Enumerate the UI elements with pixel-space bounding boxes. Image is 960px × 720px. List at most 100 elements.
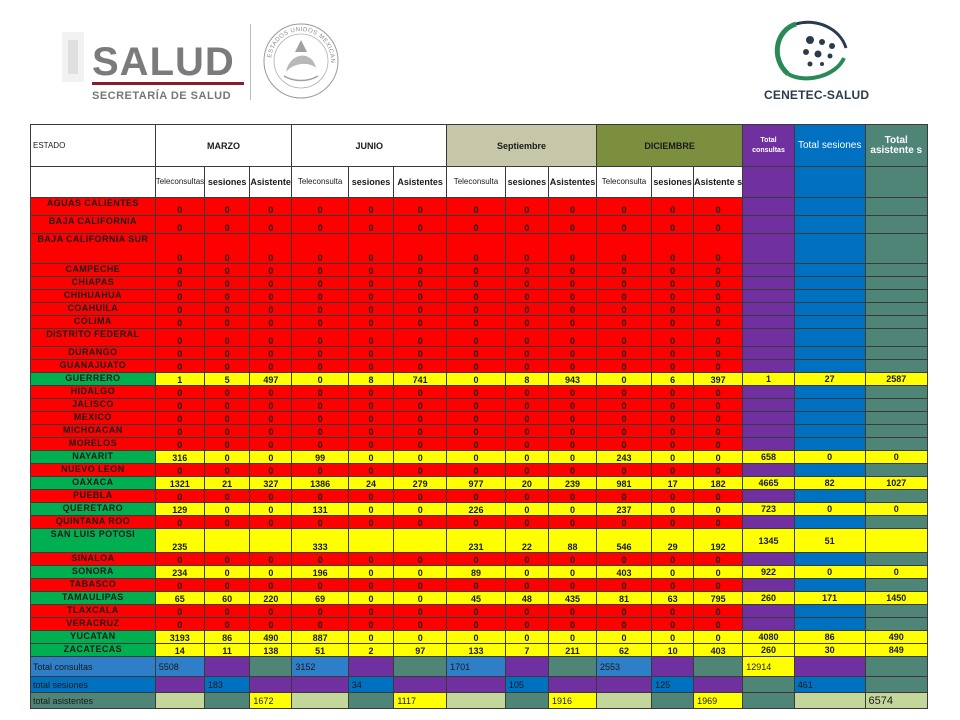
cell-value: 0 xyxy=(249,233,293,264)
cell-value: 0 xyxy=(651,315,695,329)
cell-value: 0 xyxy=(393,359,448,373)
cell-value: 0 xyxy=(693,276,744,290)
cell-value: 0 xyxy=(249,489,293,503)
cell-value: 0 xyxy=(291,359,349,373)
state-name: GUANAJUATO xyxy=(30,359,156,373)
cell-value: 11 xyxy=(203,643,251,657)
cell-value: 0 xyxy=(347,437,395,451)
cell-value: 0 xyxy=(504,289,549,303)
cell-value: 0 xyxy=(504,315,549,329)
state-name: DISTRITO FEDERAL xyxy=(30,328,156,347)
cenetec-globe-icon xyxy=(774,20,848,81)
total-consultas-cell xyxy=(742,489,795,503)
totals-blank xyxy=(393,656,448,677)
total-asistentes-cell xyxy=(864,552,929,566)
cell-value: 0 xyxy=(693,489,744,503)
totals-value: 5508 xyxy=(154,656,205,677)
totals-blank xyxy=(446,692,506,709)
table-row: QUERETARO 129 0 0 131 0 0 226 0 0 237 0 0 723 0 0 xyxy=(30,502,929,516)
cell-value: 0 xyxy=(203,578,251,592)
totals-value: 34 xyxy=(347,676,395,693)
cell-value: 0 xyxy=(547,215,597,234)
cell-value: 1386 xyxy=(291,476,349,490)
cell-value: 0 xyxy=(651,617,695,631)
total-sesiones-cell: 171 xyxy=(793,591,866,605)
total-sesiones-cell xyxy=(793,604,866,618)
cell-value: 0 xyxy=(446,385,506,399)
table-row: MICHOACAN 0 0 0 0 0 0 0 0 0 0 0 0 xyxy=(30,424,929,438)
totals-value: 3152 xyxy=(291,656,349,677)
cell-value: 0 xyxy=(651,276,695,290)
table-row: NUEVO LEON 0 0 0 0 0 0 0 0 0 0 0 0 xyxy=(30,463,929,477)
state-name: MICHOACAN xyxy=(30,424,156,438)
total-asistentes-cell xyxy=(864,215,929,234)
cell-value: 21 xyxy=(203,476,251,490)
cell-value: 24 xyxy=(347,476,395,490)
cell-value: 0 xyxy=(547,617,597,631)
total-asistentes-cell xyxy=(864,233,929,264)
cell-value: 0 xyxy=(393,398,448,412)
cell-value: 0 xyxy=(347,502,395,516)
state-name: TLAXCALA xyxy=(30,604,156,618)
cell-value: 226 xyxy=(446,502,506,516)
total-consultas-cell xyxy=(742,215,795,234)
cell-value: 0 xyxy=(547,233,597,264)
sub-header: sesiones xyxy=(203,166,251,198)
total-sesiones-cell: 82 xyxy=(793,476,866,490)
cell-value: 133 xyxy=(446,643,506,657)
table-row: COLIMA 0 0 0 0 0 0 0 0 0 0 0 0 xyxy=(30,315,929,329)
cell-value: 0 xyxy=(154,233,205,264)
total-asistentes-cell xyxy=(864,197,929,216)
cell-value: 0 xyxy=(547,424,597,438)
cell-value: 0 xyxy=(347,489,395,503)
cell-value: 0 xyxy=(504,552,549,566)
total-consultas-cell xyxy=(742,359,795,373)
sub-header: Asistentes xyxy=(547,166,597,198)
cell-value: 0 xyxy=(504,411,549,425)
total-consultas-cell xyxy=(742,346,795,360)
total-consultas-cell xyxy=(742,276,795,290)
cell-value: 69 xyxy=(291,591,349,605)
cell-value: 0 xyxy=(693,502,744,516)
cell-value: 0 xyxy=(547,450,597,464)
cell-value: 0 xyxy=(693,289,744,303)
cell-value: 0 xyxy=(547,197,597,216)
totals-blank xyxy=(595,692,653,709)
cell-value: 0 xyxy=(347,515,395,529)
cell-value: 0 xyxy=(154,398,205,412)
totals-blank xyxy=(693,676,744,693)
totals-blank xyxy=(864,656,929,677)
total-asistentes-cell xyxy=(864,578,929,592)
totals-value: 1117 xyxy=(393,692,448,709)
cell-value: 0 xyxy=(347,617,395,631)
total-asistentes-cell xyxy=(864,328,929,347)
cell-value: 403 xyxy=(595,565,653,579)
cell-value: 0 xyxy=(291,411,349,425)
cell-value: 3193 xyxy=(154,630,205,644)
cell-value: 0 xyxy=(595,398,653,412)
cell-value: 0 xyxy=(446,450,506,464)
cell-value: 0 xyxy=(249,302,293,316)
cell-value: 0 xyxy=(291,302,349,316)
cell-value: 0 xyxy=(547,604,597,618)
cell-value: 0 xyxy=(249,578,293,592)
cell-value: 0 xyxy=(154,489,205,503)
totals-row: total asistentes 1672 1117 1916 1969 6574 xyxy=(30,692,929,709)
cell-value xyxy=(203,528,251,553)
cell-value: 0 xyxy=(347,424,395,438)
totals-label: total asistentes xyxy=(30,692,156,709)
cenetec-name: CENETEC-SALUD xyxy=(764,88,870,102)
cell-value: 0 xyxy=(547,411,597,425)
cell-value: 0 xyxy=(393,276,448,290)
cell-value: 0 xyxy=(249,276,293,290)
cell-value: 22 xyxy=(504,528,549,553)
cell-value: 89 xyxy=(446,565,506,579)
table-row: TLAXCALA 0 0 0 0 0 0 0 0 0 0 0 0 xyxy=(30,604,929,618)
cell-value: 0 xyxy=(504,630,549,644)
cell-value: 0 xyxy=(249,437,293,451)
sub-header: sesiones xyxy=(347,166,395,198)
salud-wordmark: SALUD xyxy=(92,40,235,84)
cell-value: 0 xyxy=(203,617,251,631)
cell-value: 0 xyxy=(595,437,653,451)
total-consultas-cell: 1 xyxy=(742,372,795,386)
